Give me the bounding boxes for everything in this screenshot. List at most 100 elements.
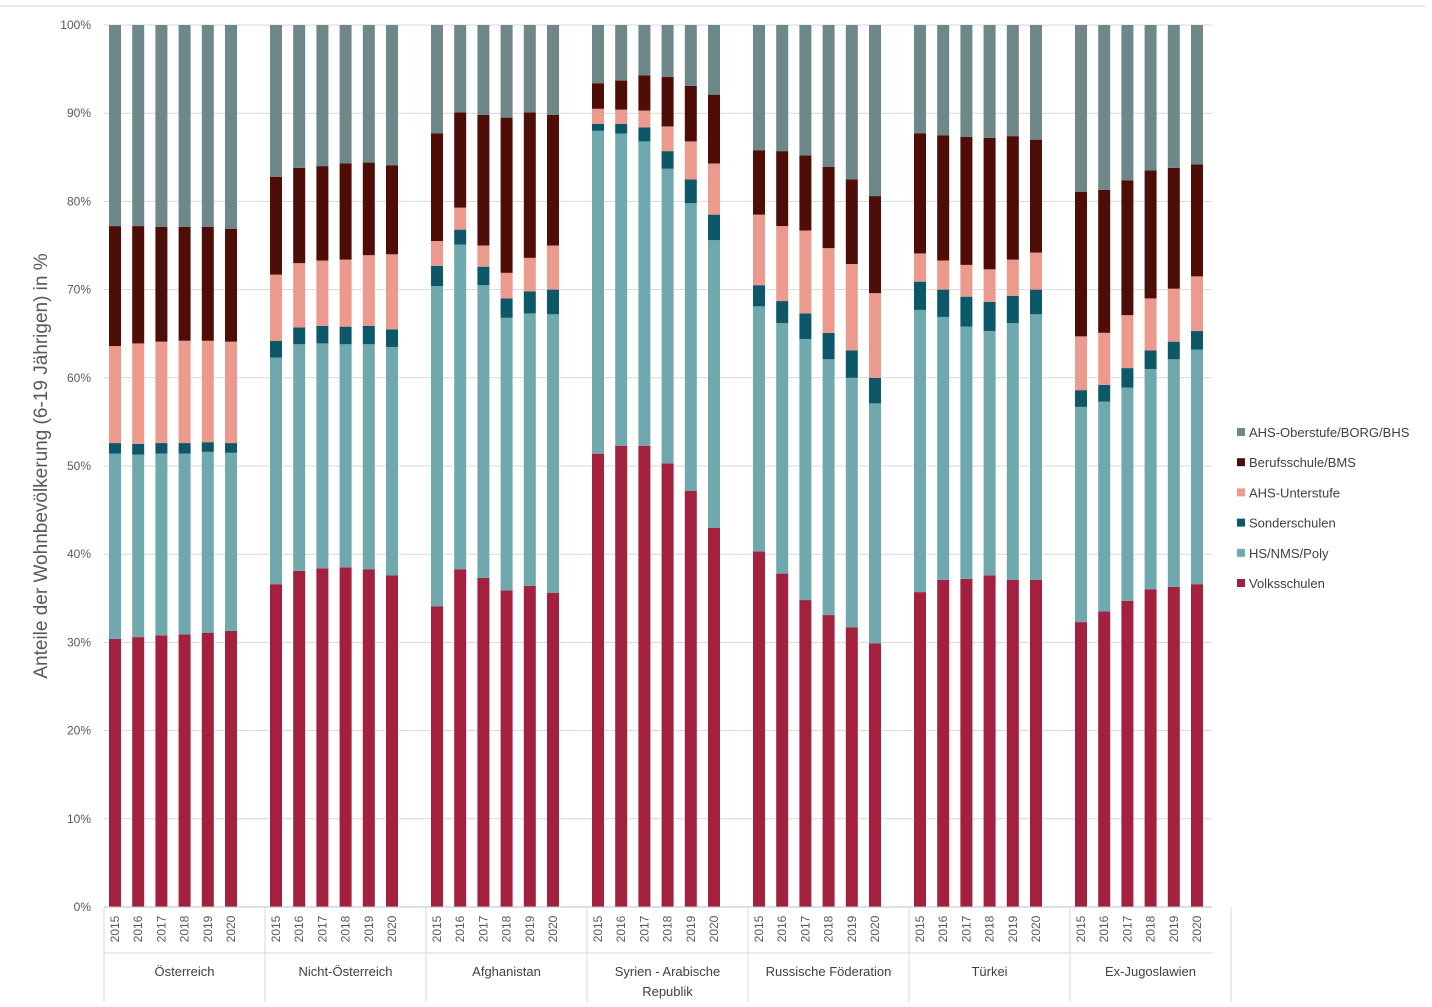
bar-segment <box>225 341 237 444</box>
bar-segment <box>983 301 996 332</box>
x-tick-year: 2016 <box>614 915 628 942</box>
bar-segment <box>960 137 973 265</box>
bar-segment <box>500 317 513 591</box>
bar-segment <box>1191 331 1203 350</box>
bar-segment <box>547 114 559 246</box>
x-tick-year: 2018 <box>822 915 836 942</box>
bar-segment <box>178 340 191 444</box>
x-tick-year: 2019 <box>1006 915 1020 942</box>
bar-segment <box>753 150 765 215</box>
bars <box>109 25 1203 907</box>
bar-segment <box>523 291 536 314</box>
x-tick-year: 2015 <box>913 915 927 942</box>
y-tick-label: 20% <box>67 724 91 738</box>
bar-segment <box>270 25 282 177</box>
bar-segment <box>201 442 214 452</box>
x-tick-year: 2018 <box>178 915 192 942</box>
bar-segment <box>386 165 398 255</box>
bar-segment <box>523 585 536 907</box>
x-tick-year: 2017 <box>798 915 812 942</box>
bar-segment <box>1098 384 1111 402</box>
bar-segment <box>523 257 536 292</box>
bar-segment <box>1144 298 1157 351</box>
bar-segment <box>1075 191 1087 337</box>
bar-segment <box>1075 390 1087 407</box>
bar-segment <box>1167 167 1180 289</box>
x-tick-year: 2017 <box>315 915 329 942</box>
bar-segment <box>270 340 282 358</box>
x-tick-year: 2016 <box>292 915 306 942</box>
bar-segment <box>1075 336 1087 391</box>
legend-swatch <box>1237 518 1245 527</box>
bar-segment <box>316 568 329 907</box>
x-tick-year: 2017 <box>1120 915 1134 942</box>
bar-segment <box>155 453 168 636</box>
legend-entry: AHS-Unterstufe <box>1249 485 1340 500</box>
bar-segment <box>1191 276 1203 332</box>
bar-segment <box>1006 579 1019 907</box>
bar-segment <box>776 226 789 302</box>
bar-segment <box>684 179 697 204</box>
y-tick-label: 0% <box>74 900 92 914</box>
legend-swatch <box>1237 488 1245 497</box>
x-tick-year: 2016 <box>775 915 789 942</box>
x-tick-year: 2016 <box>453 915 467 942</box>
x-tick-year: 2015 <box>1074 915 1088 942</box>
bar-segment <box>776 151 789 227</box>
bar-segment <box>1075 406 1087 623</box>
legend: AHS-Oberstufe/BORG/BHS Berufsschule/BMS AH… <box>1237 425 1410 591</box>
x-tick-year: 2016 <box>1097 915 1111 942</box>
bar-segment <box>799 600 812 907</box>
bar-segment <box>316 25 329 167</box>
bar-segment <box>960 296 973 327</box>
bar-segment <box>822 615 835 907</box>
bar-segment <box>914 25 926 134</box>
x-tick-year: 2019 <box>362 915 376 942</box>
x-tick-year: 2018 <box>1144 915 1158 942</box>
bar-segment <box>845 627 858 907</box>
bar-segment <box>293 344 306 571</box>
bar-segment <box>547 25 559 115</box>
bar-segment <box>1144 589 1157 907</box>
bar-segment <box>201 226 214 341</box>
y-tick-label: 70% <box>67 283 91 297</box>
bar-segment <box>869 643 881 907</box>
bar-segment <box>708 214 720 241</box>
bar-segment <box>708 163 720 215</box>
legend-entry: HS/NMS/Poly <box>1249 546 1329 561</box>
bar-segment <box>661 25 674 78</box>
bar-segment <box>684 141 697 180</box>
y-axis-title: Anteile der Wohnbevölkerung (6-19 Jährig… <box>31 253 52 678</box>
bar-segment <box>638 75 651 111</box>
bar-segment <box>1121 25 1134 181</box>
bar-segment <box>1191 25 1203 165</box>
x-tick-year: 2018 <box>983 915 997 942</box>
bar-segment <box>316 343 329 569</box>
bar-segment <box>1098 25 1111 190</box>
bar-segment <box>708 25 720 95</box>
bar-segment <box>983 137 996 270</box>
bar-segment <box>270 357 282 585</box>
bar-segment <box>776 301 789 324</box>
bar-segment <box>431 286 443 607</box>
bar-segment <box>845 179 858 265</box>
y-tick-label: 60% <box>67 371 91 385</box>
bar-segment <box>1030 314 1042 580</box>
bar-segment <box>592 108 604 124</box>
bar-segment <box>178 634 191 907</box>
bar-segment <box>1121 387 1134 601</box>
bar-segment <box>1121 600 1134 907</box>
bar-segment <box>776 323 789 574</box>
bar-segment <box>155 443 168 454</box>
bar-segment <box>822 25 835 168</box>
bar-segment <box>1121 180 1134 316</box>
bar-segment <box>1167 586 1180 907</box>
bar-segment <box>386 575 398 907</box>
bar-segment <box>155 226 168 342</box>
bar-segment <box>753 214 765 286</box>
bar-segment <box>132 443 145 455</box>
bar-segment <box>454 244 467 570</box>
bar-segment <box>201 451 214 633</box>
bar-segment <box>1167 341 1180 360</box>
bar-segment <box>937 316 950 580</box>
